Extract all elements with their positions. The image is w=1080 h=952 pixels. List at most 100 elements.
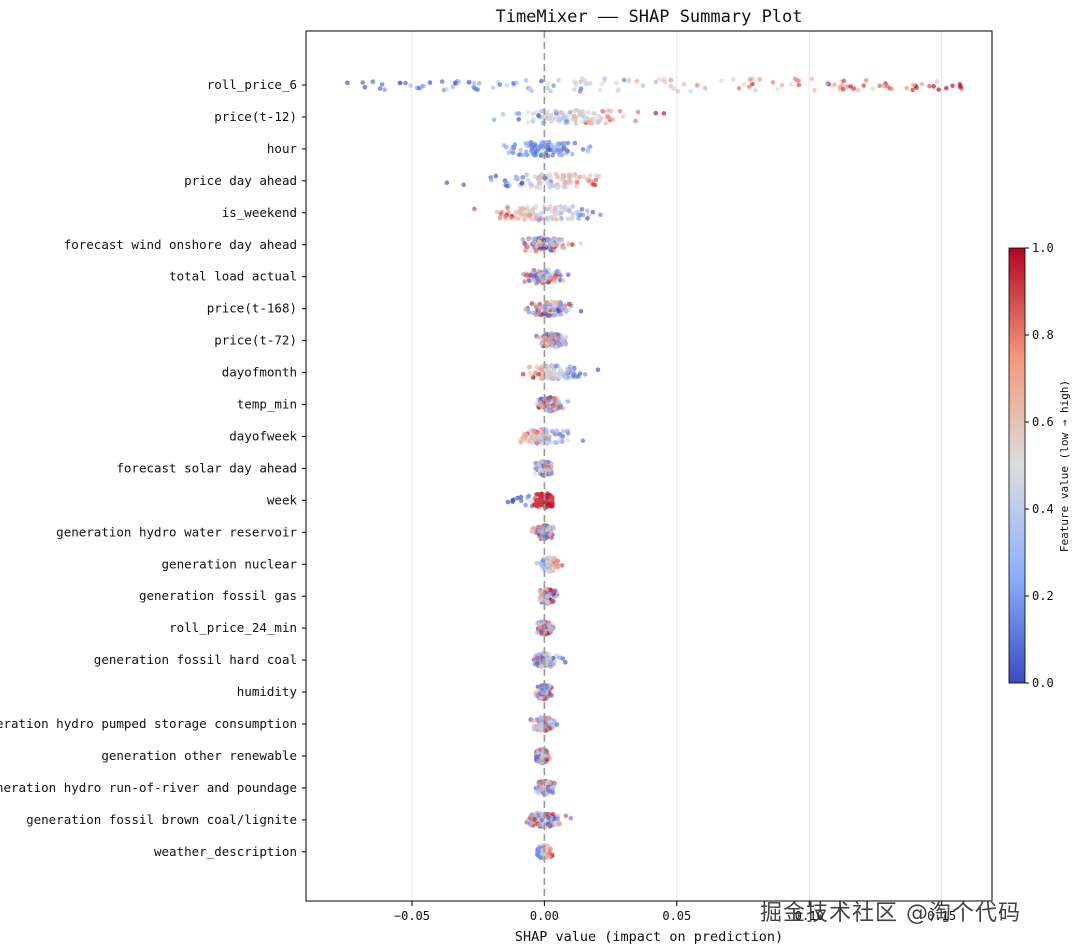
shap-point bbox=[653, 110, 659, 116]
shap-point bbox=[944, 85, 949, 91]
shap-point bbox=[538, 174, 544, 179]
feature-points bbox=[518, 426, 586, 446]
x-axis-ticks: −0.05 0.00 0.05 0.10 0.15 bbox=[394, 901, 956, 923]
shap-point bbox=[578, 86, 584, 91]
shap-point bbox=[554, 210, 560, 216]
shap-point bbox=[528, 372, 533, 378]
shap-point bbox=[522, 209, 527, 215]
shap-point bbox=[557, 372, 563, 378]
shap-point bbox=[669, 78, 674, 83]
feature-points bbox=[501, 139, 593, 159]
shap-point bbox=[563, 334, 568, 340]
shap-point bbox=[533, 203, 538, 209]
shap-point bbox=[505, 499, 511, 505]
shap-point bbox=[382, 87, 388, 92]
shap-point bbox=[554, 268, 560, 274]
shap-point bbox=[419, 84, 425, 89]
feature-points bbox=[491, 107, 667, 126]
shap-point bbox=[585, 216, 590, 221]
shap-point bbox=[809, 76, 815, 82]
shap-point bbox=[547, 719, 553, 724]
shap-point bbox=[532, 471, 538, 477]
shap-point bbox=[702, 85, 708, 90]
shap-point bbox=[534, 789, 539, 794]
shap-point bbox=[605, 108, 611, 113]
shap-point bbox=[516, 117, 521, 122]
feature-points bbox=[534, 746, 552, 766]
watermark-text: 掘金技术社区 @淘个代码 bbox=[760, 901, 1021, 926]
shap-point bbox=[927, 83, 932, 89]
shap-point bbox=[547, 532, 552, 537]
shap-point bbox=[537, 493, 542, 498]
shap-point bbox=[529, 208, 534, 214]
shap-point bbox=[527, 181, 533, 186]
shap-point bbox=[586, 110, 591, 115]
shap-point bbox=[934, 79, 940, 84]
feature-label: generation hydro pumped storage consumpt… bbox=[0, 716, 297, 731]
shap-point bbox=[633, 118, 638, 124]
colorbar-tick-label: 1.0 bbox=[1032, 241, 1054, 255]
feature-points bbox=[520, 267, 571, 286]
shap-point bbox=[550, 496, 555, 501]
shap-point bbox=[565, 272, 571, 278]
shap-point bbox=[544, 599, 550, 605]
shap-point bbox=[910, 87, 915, 93]
shap-point bbox=[950, 83, 955, 89]
shap-point bbox=[537, 467, 543, 473]
shap-point bbox=[626, 77, 632, 83]
shap-point bbox=[576, 216, 581, 221]
shap-point bbox=[537, 301, 543, 307]
feature-label: dayofweek bbox=[229, 428, 297, 443]
shap-point bbox=[511, 144, 517, 150]
feature-points bbox=[520, 363, 601, 382]
shap-point bbox=[518, 494, 524, 500]
shap-point bbox=[522, 433, 528, 438]
shap-point bbox=[493, 173, 499, 179]
shap-point bbox=[580, 438, 586, 444]
shap-point bbox=[597, 87, 603, 93]
shap-point bbox=[546, 525, 552, 530]
feature-label: generation nuclear bbox=[162, 556, 298, 571]
shap-point bbox=[610, 117, 616, 122]
shap-point bbox=[535, 660, 540, 666]
feature-label: price(t-12) bbox=[214, 109, 297, 124]
shap-point bbox=[563, 205, 569, 210]
shap-point bbox=[456, 79, 462, 85]
shap-point bbox=[546, 467, 551, 473]
shap-point bbox=[567, 364, 573, 369]
shap-point bbox=[593, 177, 599, 183]
shap-point bbox=[545, 853, 551, 859]
shap-point bbox=[545, 491, 550, 496]
shap-point bbox=[530, 111, 536, 116]
feature-label: roll_price_6 bbox=[207, 77, 297, 92]
shap-point bbox=[753, 88, 758, 93]
shap-point bbox=[572, 366, 577, 372]
shap-point bbox=[550, 216, 555, 222]
shap-point bbox=[520, 371, 526, 377]
shap-point bbox=[561, 278, 566, 283]
shap-point bbox=[870, 86, 876, 92]
feature-label: price(t-168) bbox=[207, 301, 297, 316]
shap-point bbox=[661, 111, 667, 116]
shap-point bbox=[615, 88, 620, 94]
shap-point bbox=[547, 397, 552, 403]
shap-point bbox=[490, 85, 496, 91]
shap-point bbox=[881, 83, 887, 89]
data-points bbox=[345, 31, 964, 901]
feature-label: generation fossil gas bbox=[139, 588, 297, 603]
shap-point bbox=[568, 109, 573, 115]
shap-point bbox=[534, 276, 540, 282]
shap-point bbox=[504, 82, 510, 88]
shap-point bbox=[562, 180, 567, 185]
shap-point bbox=[533, 465, 538, 471]
shap-point bbox=[731, 77, 736, 82]
shap-point bbox=[553, 116, 559, 122]
shap-point bbox=[500, 111, 506, 117]
shap-point bbox=[535, 758, 540, 763]
shap-point bbox=[688, 88, 693, 94]
feature-points bbox=[520, 235, 583, 254]
shap-point bbox=[528, 184, 534, 190]
shap-point bbox=[537, 822, 542, 827]
shap-point bbox=[551, 306, 556, 312]
shap-point bbox=[379, 82, 385, 87]
